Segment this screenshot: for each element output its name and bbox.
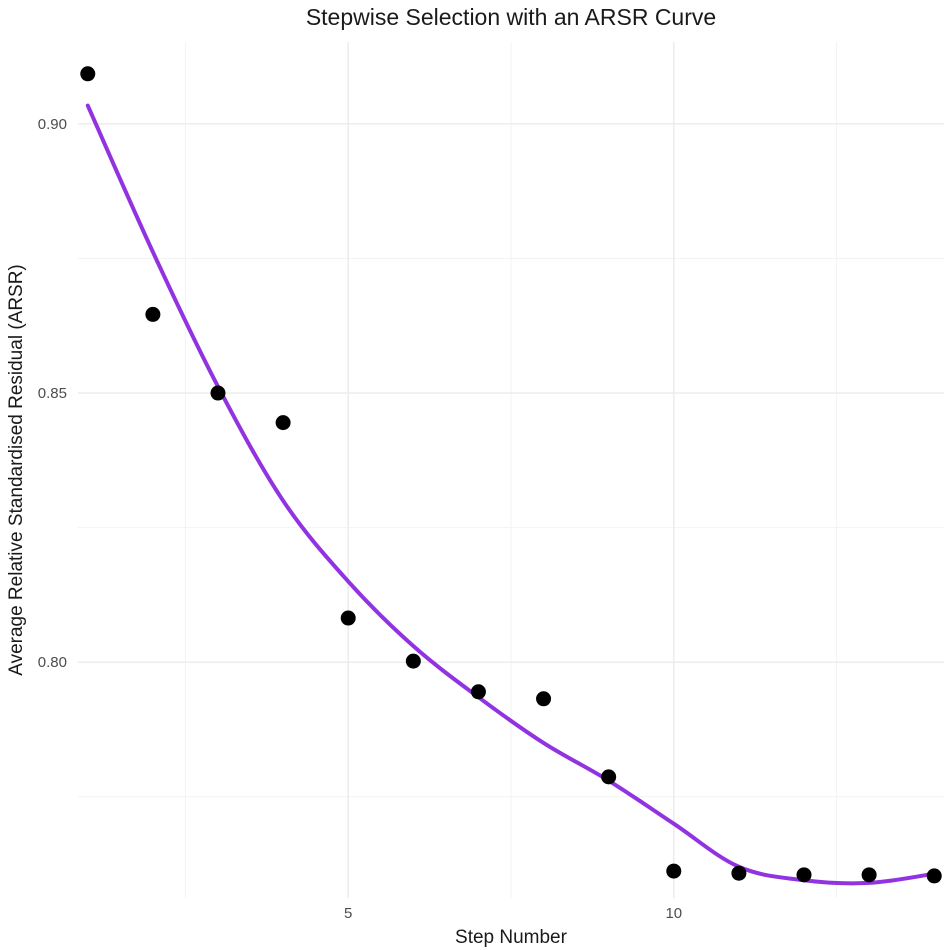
data-point xyxy=(145,306,161,322)
x-axis-label: Step Number xyxy=(455,927,568,948)
data-point xyxy=(340,610,356,626)
x-tick-label: 5 xyxy=(344,905,352,922)
data-point xyxy=(210,385,226,401)
x-tick-label: 10 xyxy=(665,905,682,922)
y-tick-label: 0.80 xyxy=(38,654,67,671)
ticks-layer: 5 10 0.80 0.85 0.90 xyxy=(38,116,682,922)
data-point xyxy=(601,769,617,785)
data-point xyxy=(470,684,486,700)
data-point xyxy=(80,66,96,82)
data-point xyxy=(731,865,747,881)
y-tick-label: 0.90 xyxy=(38,116,67,133)
data-point xyxy=(861,867,877,883)
data-point xyxy=(405,653,421,669)
data-point xyxy=(536,691,552,707)
grid-layer xyxy=(78,42,944,898)
y-axis-label: Average Relative Standardised Residual (… xyxy=(6,264,27,676)
data-point xyxy=(926,868,942,884)
chart-title: Stepwise Selection with an ARSR Curve xyxy=(306,4,716,30)
y-tick-label: 0.85 xyxy=(38,385,67,402)
points-layer xyxy=(80,66,942,884)
data-point xyxy=(666,863,682,879)
data-point xyxy=(275,415,291,431)
data-point xyxy=(796,867,812,883)
